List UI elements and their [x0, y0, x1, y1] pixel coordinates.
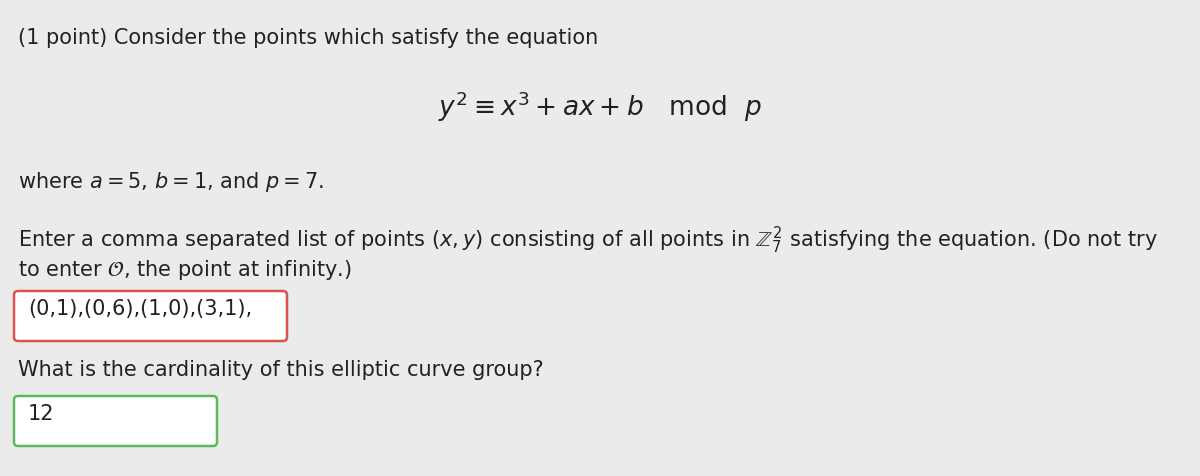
Text: (0,1),(0,6),(1,0),(3,1),: (0,1),(0,6),(1,0),(3,1),: [28, 299, 252, 319]
FancyBboxPatch shape: [14, 291, 287, 341]
Text: (1 point) Consider the points which satisfy the equation: (1 point) Consider the points which sati…: [18, 28, 599, 48]
Text: Enter a comma separated list of points $(x, y)$ consisting of all points in $\ma: Enter a comma separated list of points $…: [18, 225, 1158, 256]
Text: What is the cardinality of this elliptic curve group?: What is the cardinality of this elliptic…: [18, 360, 544, 380]
FancyBboxPatch shape: [14, 396, 217, 446]
Text: to enter $\mathcal{O}$, the point at infinity.): to enter $\mathcal{O}$, the point at inf…: [18, 258, 352, 282]
Text: $y^2 \equiv x^3 + ax + b \quad \mathrm{mod} \ \ p$: $y^2 \equiv x^3 + ax + b \quad \mathrm{m…: [438, 90, 762, 125]
Text: where $a = 5$, $b = 1$, and $p = 7$.: where $a = 5$, $b = 1$, and $p = 7$.: [18, 170, 324, 194]
Text: 12: 12: [28, 404, 54, 424]
